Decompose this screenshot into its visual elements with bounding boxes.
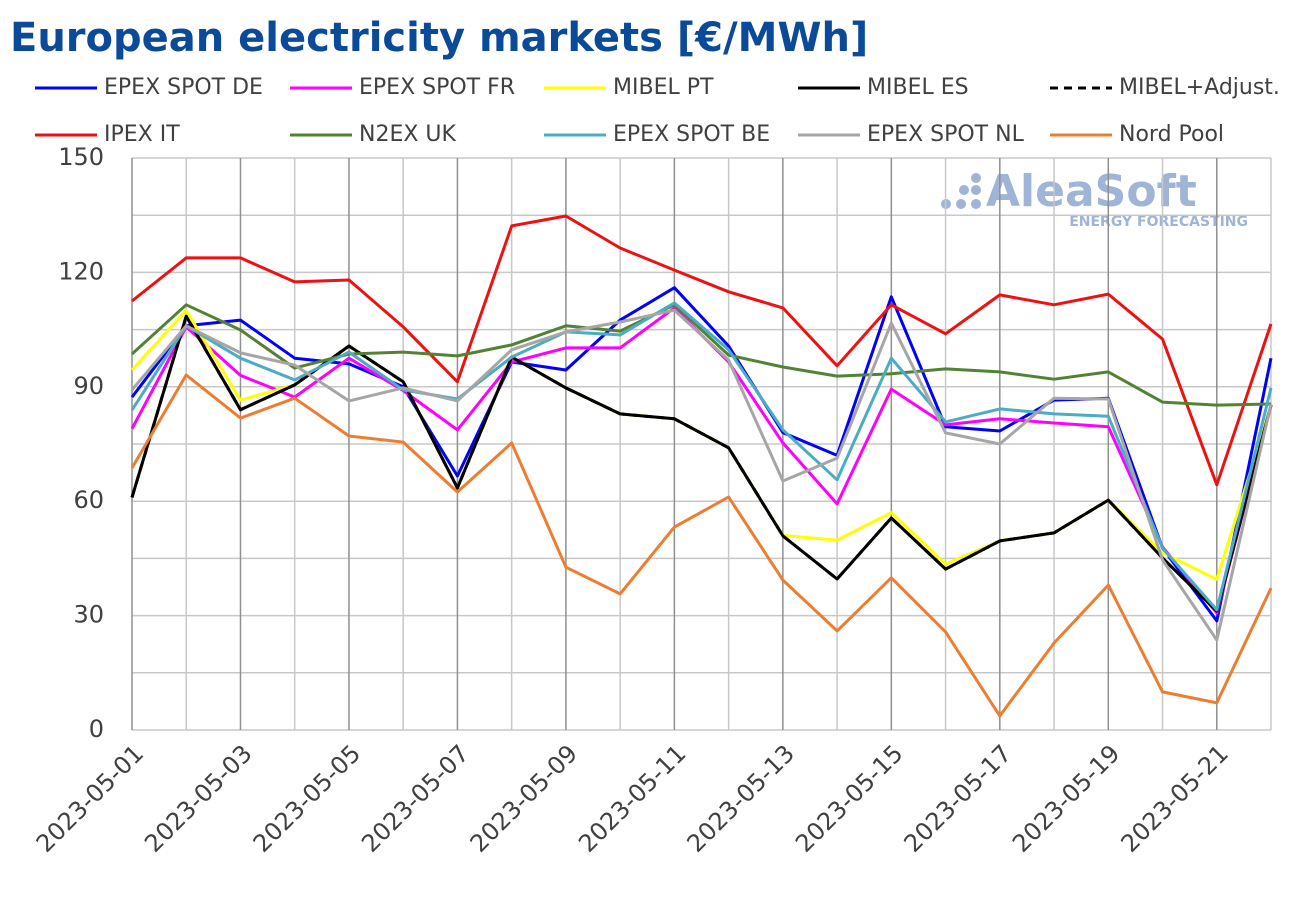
x-tick-label: 2023-05-07 <box>356 739 474 857</box>
watermark: AleaSoft ENERGY FORECASTING <box>941 166 1248 230</box>
series-line <box>130 306 1273 615</box>
y-tick-label: 150 <box>58 143 104 171</box>
legend-label: EPEX SPOT DE <box>104 75 263 100</box>
y-tick-label: 60 <box>73 486 104 514</box>
series-line <box>130 301 1273 612</box>
legend-label: MIBEL ES <box>867 75 969 100</box>
y-tick-label: 0 <box>89 715 104 743</box>
x-tick-label: 2023-05-01 <box>31 739 149 857</box>
legend-label: EPEX SPOT NL <box>867 122 1025 147</box>
series-line <box>130 303 1272 407</box>
x-tick-label: 2023-05-09 <box>465 739 583 857</box>
legend-label: EPEX SPOT FR <box>359 75 515 100</box>
legend-label: Nord Pool <box>1119 122 1224 147</box>
x-tick-label: 2023-05-05 <box>248 739 366 857</box>
y-tick-label: 30 <box>73 601 104 629</box>
watermark-tagline: ENERGY FORECASTING <box>1069 214 1248 230</box>
logo-dot <box>959 185 969 195</box>
y-tick-label: 120 <box>58 257 104 285</box>
series-line <box>130 286 1273 623</box>
chart-title: European electricity markets [€/MWh] <box>10 15 868 61</box>
x-tick-label: 2023-05-19 <box>1007 739 1125 857</box>
legend-label: IPEX IT <box>104 122 180 147</box>
logo-dot <box>956 199 966 209</box>
series-line <box>130 314 1273 613</box>
x-tick-label: 2023-05-13 <box>682 739 800 857</box>
series-line <box>131 214 1273 487</box>
x-tick-label: 2023-05-15 <box>790 739 908 857</box>
y-tick-label: 90 <box>73 372 104 400</box>
x-tick-label: 2023-05-11 <box>573 739 691 857</box>
logo-dot <box>971 185 981 195</box>
logo-dot <box>971 199 981 209</box>
legend-label: MIBEL+Adjust. <box>1119 75 1280 100</box>
watermark-name: AleaSoft <box>986 166 1197 217</box>
legend-label: EPEX SPOT BE <box>613 122 770 147</box>
series-line <box>130 373 1273 718</box>
x-tick-label: 2023-05-17 <box>899 739 1017 857</box>
x-tick-label: 2023-05-21 <box>1116 739 1234 857</box>
legend-label: N2EX UK <box>359 122 457 147</box>
x-tick-label: 2023-05-03 <box>139 739 257 857</box>
series-line <box>130 309 1273 581</box>
logo-dot <box>971 173 981 183</box>
series-line <box>130 308 1273 642</box>
legend-label: MIBEL PT <box>613 75 714 100</box>
